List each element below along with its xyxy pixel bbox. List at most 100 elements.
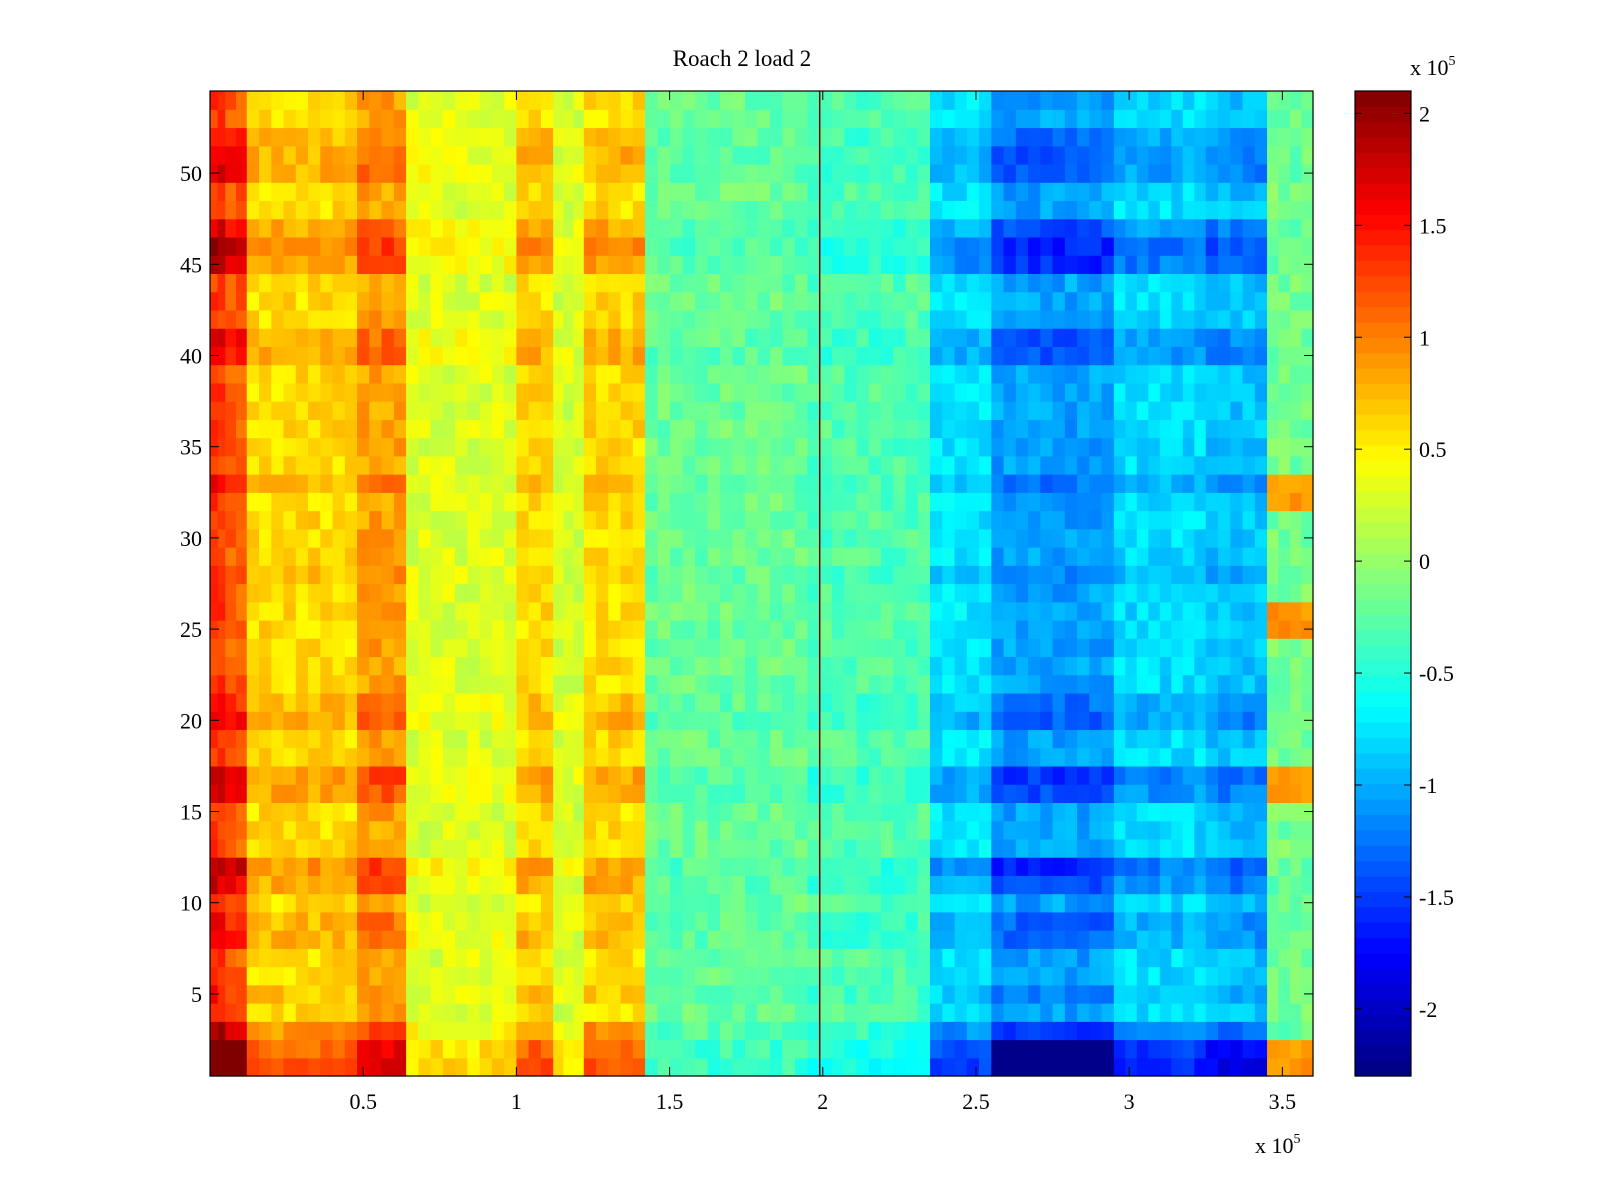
heatmap-cell [1301,492,1314,512]
heatmap-cell [217,218,226,238]
heatmap-cell [893,692,907,712]
heatmap-cell [1267,1021,1280,1041]
heatmap-cell [745,200,759,220]
heatmap-cell [782,729,796,749]
heatmap-cell [856,419,870,439]
heatmap-cell [1125,765,1138,785]
heatmap-cell [210,1021,219,1041]
heatmap-cell [893,784,907,803]
heatmap-cell [583,364,597,384]
heatmap-cell [1101,729,1115,749]
heatmap-cell [1205,930,1219,949]
heatmap-cell [418,656,432,676]
heatmap-cell [1052,401,1066,420]
heatmap-cell [1194,474,1207,493]
heatmap-cell [1113,966,1126,986]
heatmap-cell [1015,145,1029,165]
heatmap-cell [1028,145,1041,165]
heatmap-cell [467,455,481,475]
heatmap-cell [516,583,530,603]
heatmap-cell [794,930,809,949]
heatmap-cell [620,109,634,129]
heatmap-cell [608,1003,622,1022]
heatmap-cell [528,966,542,986]
heatmap-cell [1101,601,1115,621]
heatmap-cell [1182,1021,1195,1041]
heatmap-cell [942,474,956,493]
heatmap-cell [1003,838,1017,858]
heatmap-cell [645,382,659,402]
heatmap-cell [491,802,505,822]
heatmap-cell [332,309,346,329]
heatmap-cell [645,145,659,165]
heatmap-cell [596,182,609,202]
heatmap-cell [369,784,383,803]
heatmap-cell [695,875,709,895]
heatmap-cell [868,601,882,621]
heatmap-cell [1113,437,1126,457]
heatmap-cell [540,510,554,530]
heatmap-cell [1182,857,1195,876]
heatmap-cell [620,474,634,493]
heatmap-cell [283,528,297,548]
heatmap-cell [757,255,771,275]
heatmap-cell [210,364,219,384]
heatmap-cell [332,291,346,311]
heatmap-cell [769,273,784,293]
heatmap-cell [1194,948,1207,968]
heatmap-cell [670,966,684,986]
heatmap-cell [418,784,432,803]
heatmap-cell [406,328,419,347]
heatmap-cell [1064,528,1078,548]
heatmap-cell [608,364,622,384]
heatmap-cell [479,437,493,457]
heatmap-cell [942,565,956,585]
heatmap-cell [406,875,419,895]
heatmap-cell [1040,802,1054,822]
heatmap-cell [271,364,285,384]
heatmap-cell [1230,1021,1244,1041]
heatmap-cell [1148,674,1161,694]
heatmap-cell [930,875,943,895]
heatmap-cell [930,182,943,202]
heatmap-cell [657,711,671,731]
heatmap-cell [1182,784,1195,803]
heatmap-cell [344,510,358,530]
heatmap-cell [455,784,468,803]
heatmap-cell [670,364,684,384]
heatmap-cell [966,510,980,530]
heatmap-cell [856,401,870,420]
heatmap-cell [442,638,456,658]
heatmap-cell [1052,419,1066,439]
heatmap-cell [225,1039,237,1059]
heatmap-cell [344,966,358,986]
heatmap-cell [1218,765,1231,785]
heatmap-cell [769,1057,784,1077]
heatmap-cell [283,638,297,658]
heatmap-cell [1052,601,1066,621]
heatmap-cell [1136,930,1149,949]
heatmap-cell [844,747,858,767]
heatmap-cell [1125,273,1138,293]
heatmap-cell [442,547,456,566]
heatmap-cell [1064,984,1078,1004]
heatmap-cell [295,984,309,1004]
heatmap-cell [479,200,493,220]
heatmap-cell [1089,273,1103,293]
heatmap-cell [1003,309,1017,329]
heatmap-cell [442,127,456,147]
heatmap-cell [1028,163,1041,183]
heatmap-cell [1101,236,1115,256]
heatmap-cell [657,930,671,949]
heatmap-cell [320,911,334,931]
heatmap-cell [259,346,272,366]
heatmap-cell [1205,948,1219,968]
heatmap-cell [455,328,468,347]
heatmap-cell [893,930,907,949]
heatmap-cell [1052,565,1066,585]
heatmap-cell [320,601,334,621]
heatmap-cell [295,236,309,256]
heatmap-cell [516,145,530,165]
heatmap-cell [868,145,882,165]
heatmap-cell [236,747,248,767]
